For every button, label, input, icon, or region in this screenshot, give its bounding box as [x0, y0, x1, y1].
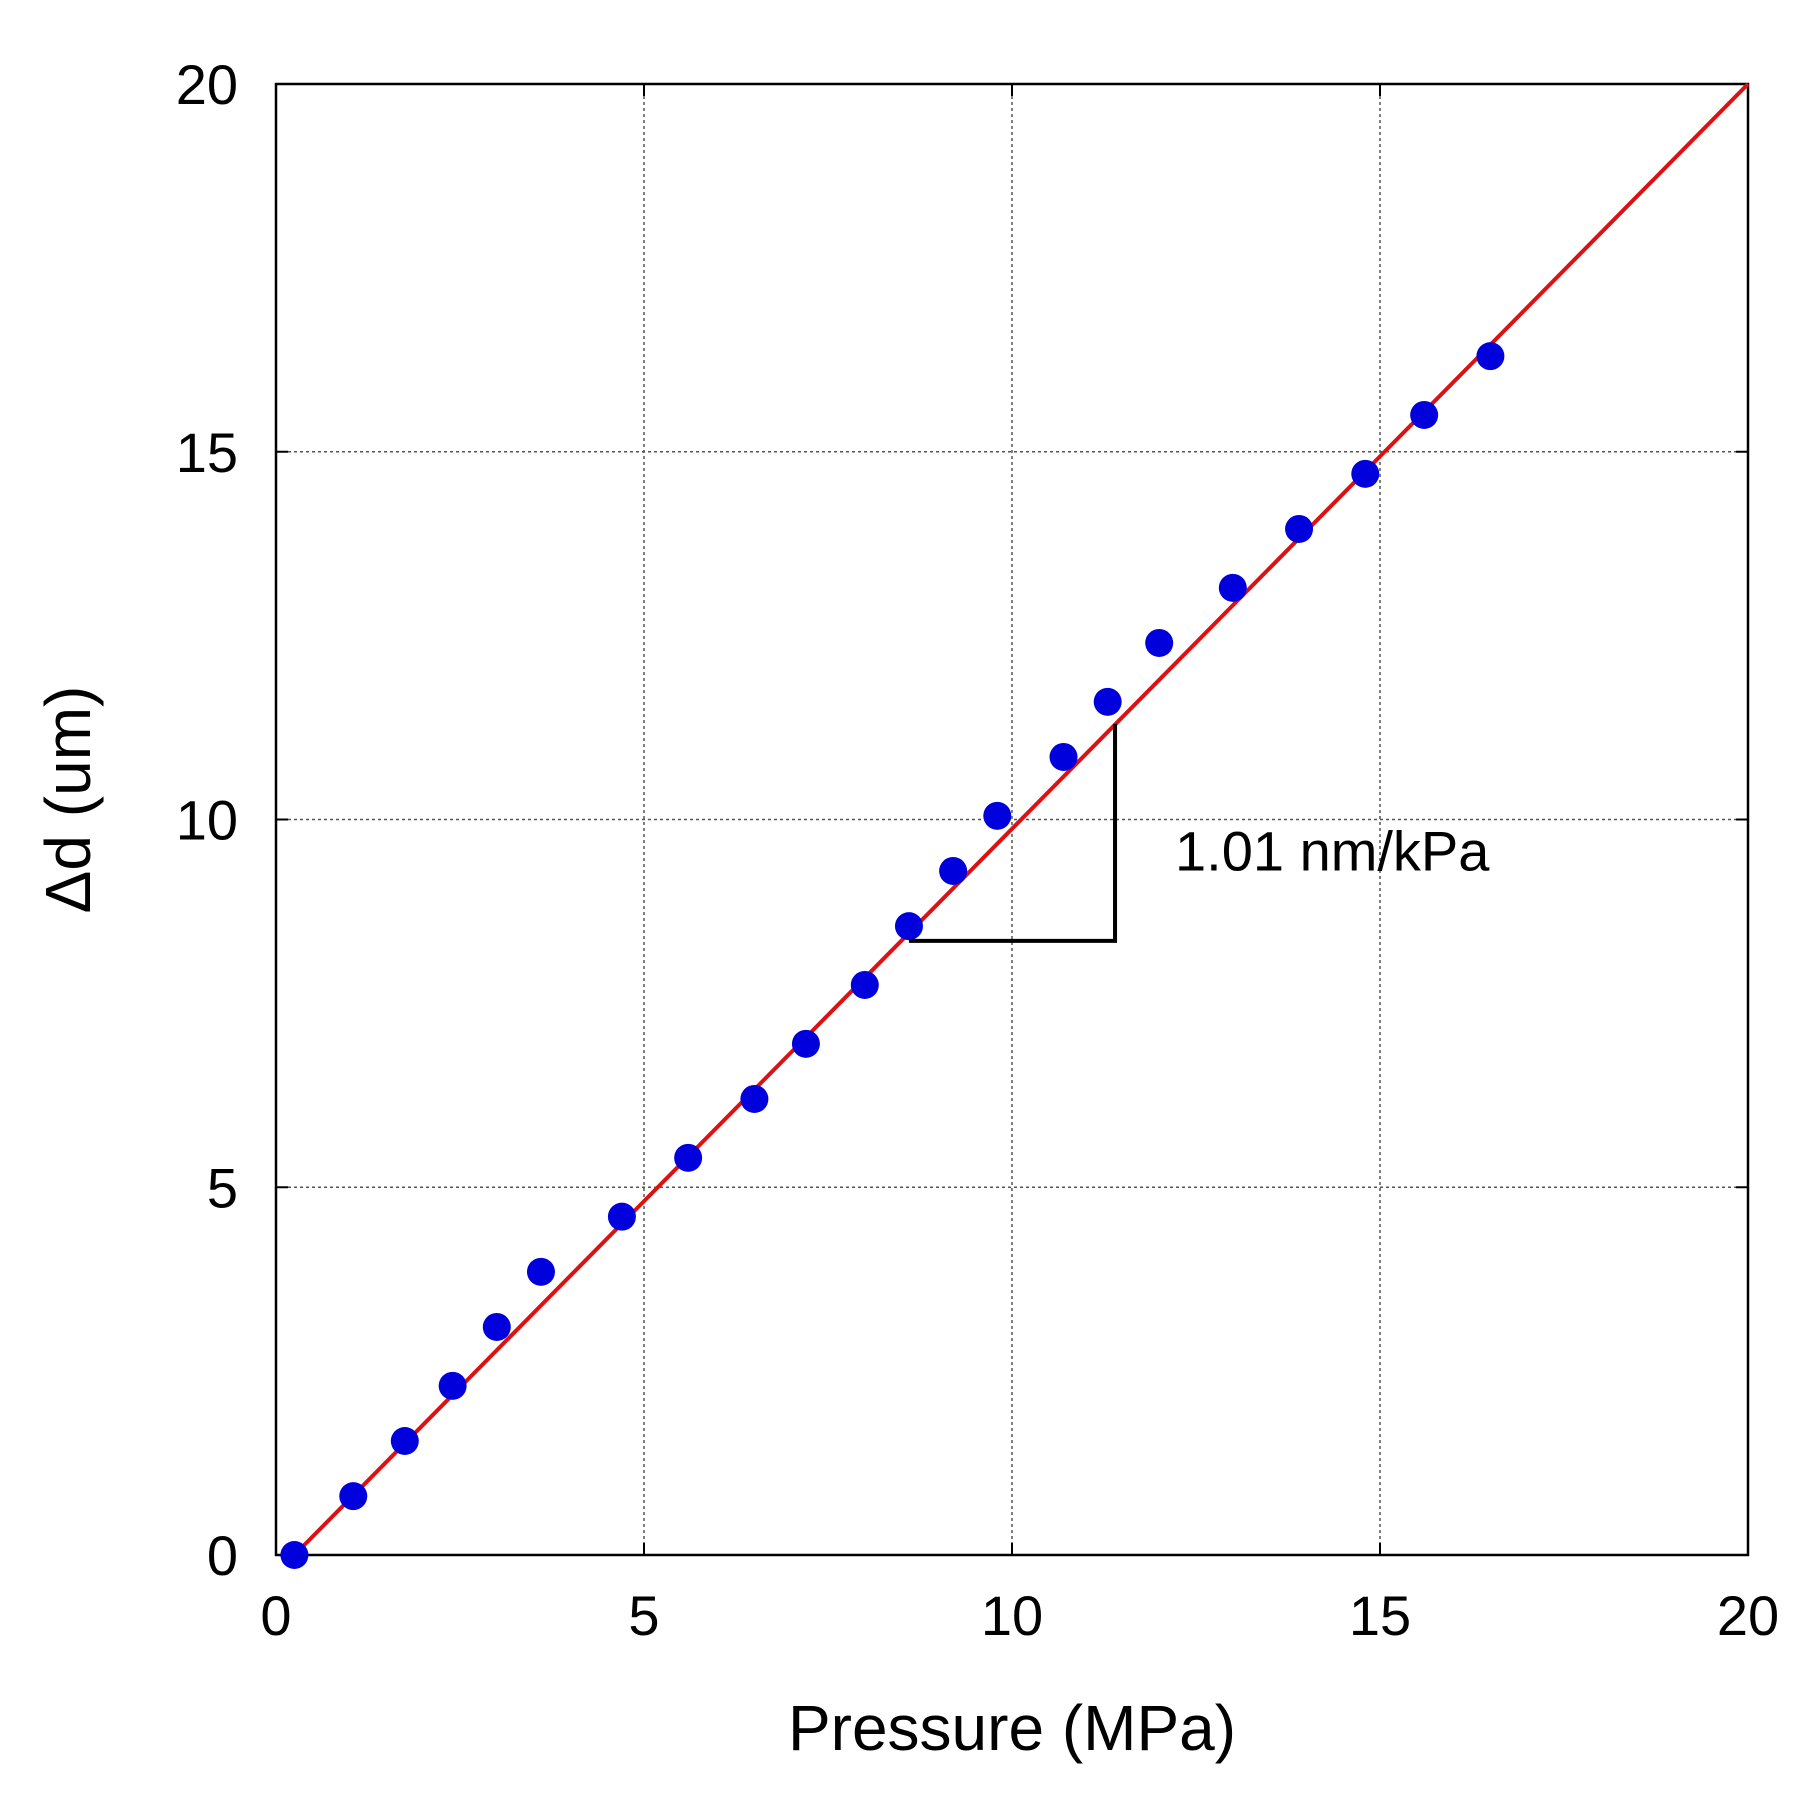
x-tick-label: 0 [260, 1584, 291, 1647]
y-tick-label: 20 [176, 53, 238, 116]
data-point [1093, 687, 1122, 716]
data-point [1145, 628, 1174, 657]
data-point [526, 1257, 555, 1286]
data-point [850, 970, 879, 999]
data-point [740, 1084, 769, 1113]
x-tick-label: 20 [1717, 1584, 1779, 1647]
data-point [1049, 742, 1078, 771]
y-tick-label: 10 [176, 789, 238, 852]
x-tick-label: 15 [1349, 1584, 1411, 1647]
data-point [894, 912, 923, 941]
slope-label: 1.01 nm/kPa [1175, 819, 1490, 882]
data-point [939, 856, 968, 885]
data-point [607, 1202, 636, 1231]
y-tick-label: 0 [207, 1524, 238, 1587]
data-point [1476, 342, 1505, 371]
data-point [482, 1312, 511, 1341]
tick-labels: 0 5 10 15 20 0 5 10 15 20 [176, 53, 1779, 1647]
y-tick-label: 5 [207, 1156, 238, 1219]
fit-line [292, 82, 1750, 1557]
data-point [1218, 573, 1247, 602]
data-point [983, 801, 1012, 830]
data-point [438, 1371, 467, 1400]
grid-lines [276, 84, 1748, 1555]
data-point [390, 1426, 419, 1455]
x-tick-label: 5 [628, 1584, 659, 1647]
slope-annotation [908, 723, 1118, 943]
data-points [280, 342, 1505, 1569]
data-point [280, 1541, 309, 1569]
y-tick-label: 15 [176, 421, 238, 484]
data-point [339, 1482, 368, 1511]
data-point [1285, 514, 1314, 543]
x-axis-label: Pressure (MPa) [788, 1692, 1236, 1764]
data-point [1410, 400, 1439, 429]
data-point [674, 1143, 703, 1172]
x-tick-label: 10 [981, 1584, 1043, 1647]
slope-triangle [908, 723, 1118, 943]
y-axis-label: Δd (um) [32, 686, 104, 914]
fit-line-group [292, 82, 1750, 1557]
data-point [791, 1029, 820, 1058]
data-point [1351, 459, 1380, 488]
